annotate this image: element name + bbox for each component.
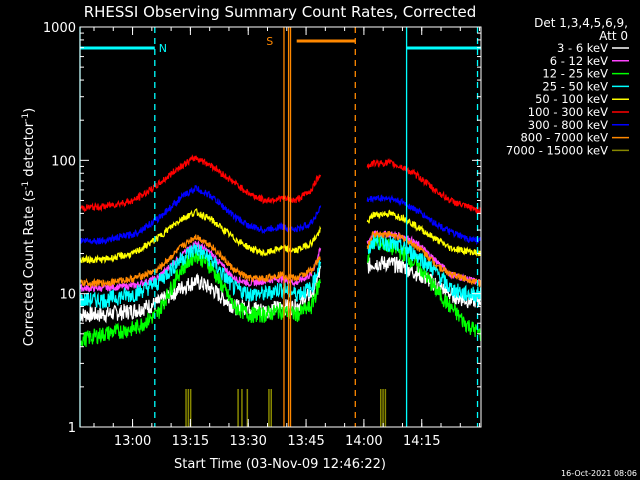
- legend-entry-label: 3 - 6 keV: [557, 41, 608, 55]
- y-axis-label-part-5: ): [22, 108, 37, 113]
- y-tick-label: 10: [59, 288, 76, 303]
- y-axis-label-part-1: Corrected Count Rate (s: [22, 190, 37, 347]
- x-tick-label: 13:00: [114, 434, 151, 449]
- legend-entry-label: 12 - 25 keV: [542, 67, 608, 81]
- legend-entry-label: 50 - 100 keV: [535, 92, 608, 106]
- y-tick-label: 1: [68, 421, 76, 436]
- flag-bar-label: S: [266, 35, 273, 48]
- legend-entry-label: 800 - 7000 keV: [520, 131, 608, 145]
- series-traces: [79, 154, 482, 427]
- flag-bar-label: N: [159, 42, 167, 55]
- legend-entry-label: 7000 - 15000 keV: [506, 143, 608, 157]
- legend-header-line-1: Det 1,3,4,5,6,9,: [534, 16, 628, 30]
- series-line: [79, 233, 482, 309]
- plot-frame: [79, 26, 482, 428]
- x-tick-label: 14:00: [345, 434, 382, 449]
- x-axis-ticks: 13:00 13:15 13:30 13:45 14:00 14:15: [93, 27, 481, 449]
- y-axis-label-part-3: detector: [22, 121, 37, 181]
- generation-timestamp: 16-Oct-2021 08:06: [561, 469, 637, 478]
- x-axis-label: Start Time (03-Nov-09 12:46:22): [174, 457, 386, 472]
- x-tick-label: 13:45: [287, 434, 324, 449]
- legend-header-line-2: Att 0: [599, 29, 628, 43]
- series-line: [79, 208, 482, 265]
- chart-title: RHESSI Observing Summary Count Rates, Co…: [84, 3, 477, 21]
- series-line: [79, 230, 482, 289]
- x-tick-label: 13:15: [172, 434, 209, 449]
- series-line: [79, 154, 482, 215]
- x-tick-label: 14:15: [403, 434, 440, 449]
- legend-entry-label: 6 - 12 keV: [550, 54, 608, 68]
- y-tick-label: 1000: [43, 21, 76, 36]
- y-axis-ticks: 1 10 100 1000: [43, 21, 481, 436]
- legend-entry-label: 25 - 50 keV: [542, 79, 608, 93]
- flag-bars: NS: [80, 35, 481, 55]
- x-tick-label: 13:30: [229, 434, 266, 449]
- y-axis-label-part-2: -1: [21, 181, 31, 190]
- legend-entry-label: 300 - 800 keV: [528, 118, 608, 132]
- y-tick-label: 100: [51, 154, 76, 169]
- series-line: [79, 184, 482, 246]
- y-axis-label: Corrected Count Rate (s-1 detector-1): [21, 108, 37, 346]
- legend-entry-label: 100 - 300 keV: [528, 105, 608, 119]
- y-axis-label-part-4: -1: [21, 113, 31, 122]
